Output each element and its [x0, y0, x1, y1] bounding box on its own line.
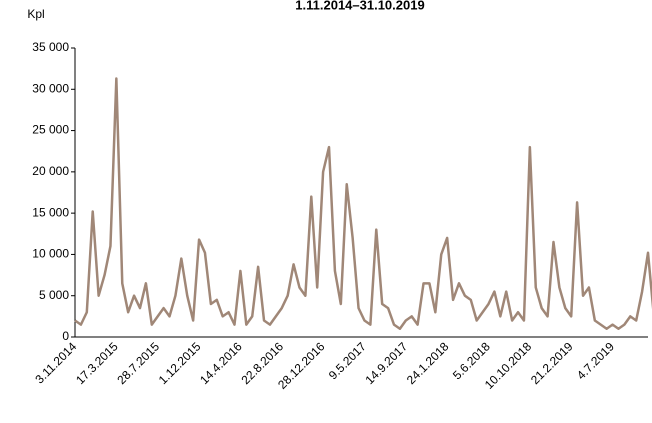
y-tick-label: 15 000 — [32, 205, 69, 219]
data-line — [74, 77, 652, 330]
x-tick-label: 28.7.2015 — [114, 339, 162, 387]
y-tick-label: 30 000 — [32, 81, 69, 95]
y-tick-label: 20 000 — [32, 164, 69, 178]
x-tick-label: 4.7.2019 — [574, 339, 617, 382]
x-tick-label: 17.3.2015 — [73, 339, 121, 387]
x-tick-label: 14.9.2017 — [363, 339, 411, 387]
chart-title: 1.11.2014–31.10.2019 — [295, 0, 424, 12]
y-tick-label: 5 000 — [39, 288, 69, 302]
x-tick-label: 1.12.2015 — [156, 339, 204, 387]
x-tick-label: 24.1.2018 — [404, 339, 452, 387]
y-tick-label: 35 000 — [32, 40, 69, 54]
x-tick-label: 21.2.2019 — [528, 339, 576, 387]
y-axis-label: Kpl — [27, 7, 44, 21]
x-tick-label: 14.4.2016 — [197, 339, 245, 387]
x-tick-label: 3.11.2014 — [32, 339, 79, 386]
y-tick-label: 0 — [62, 329, 69, 343]
y-tick-label: 10 000 — [32, 247, 69, 261]
y-tick-label: 25 000 — [32, 123, 69, 137]
